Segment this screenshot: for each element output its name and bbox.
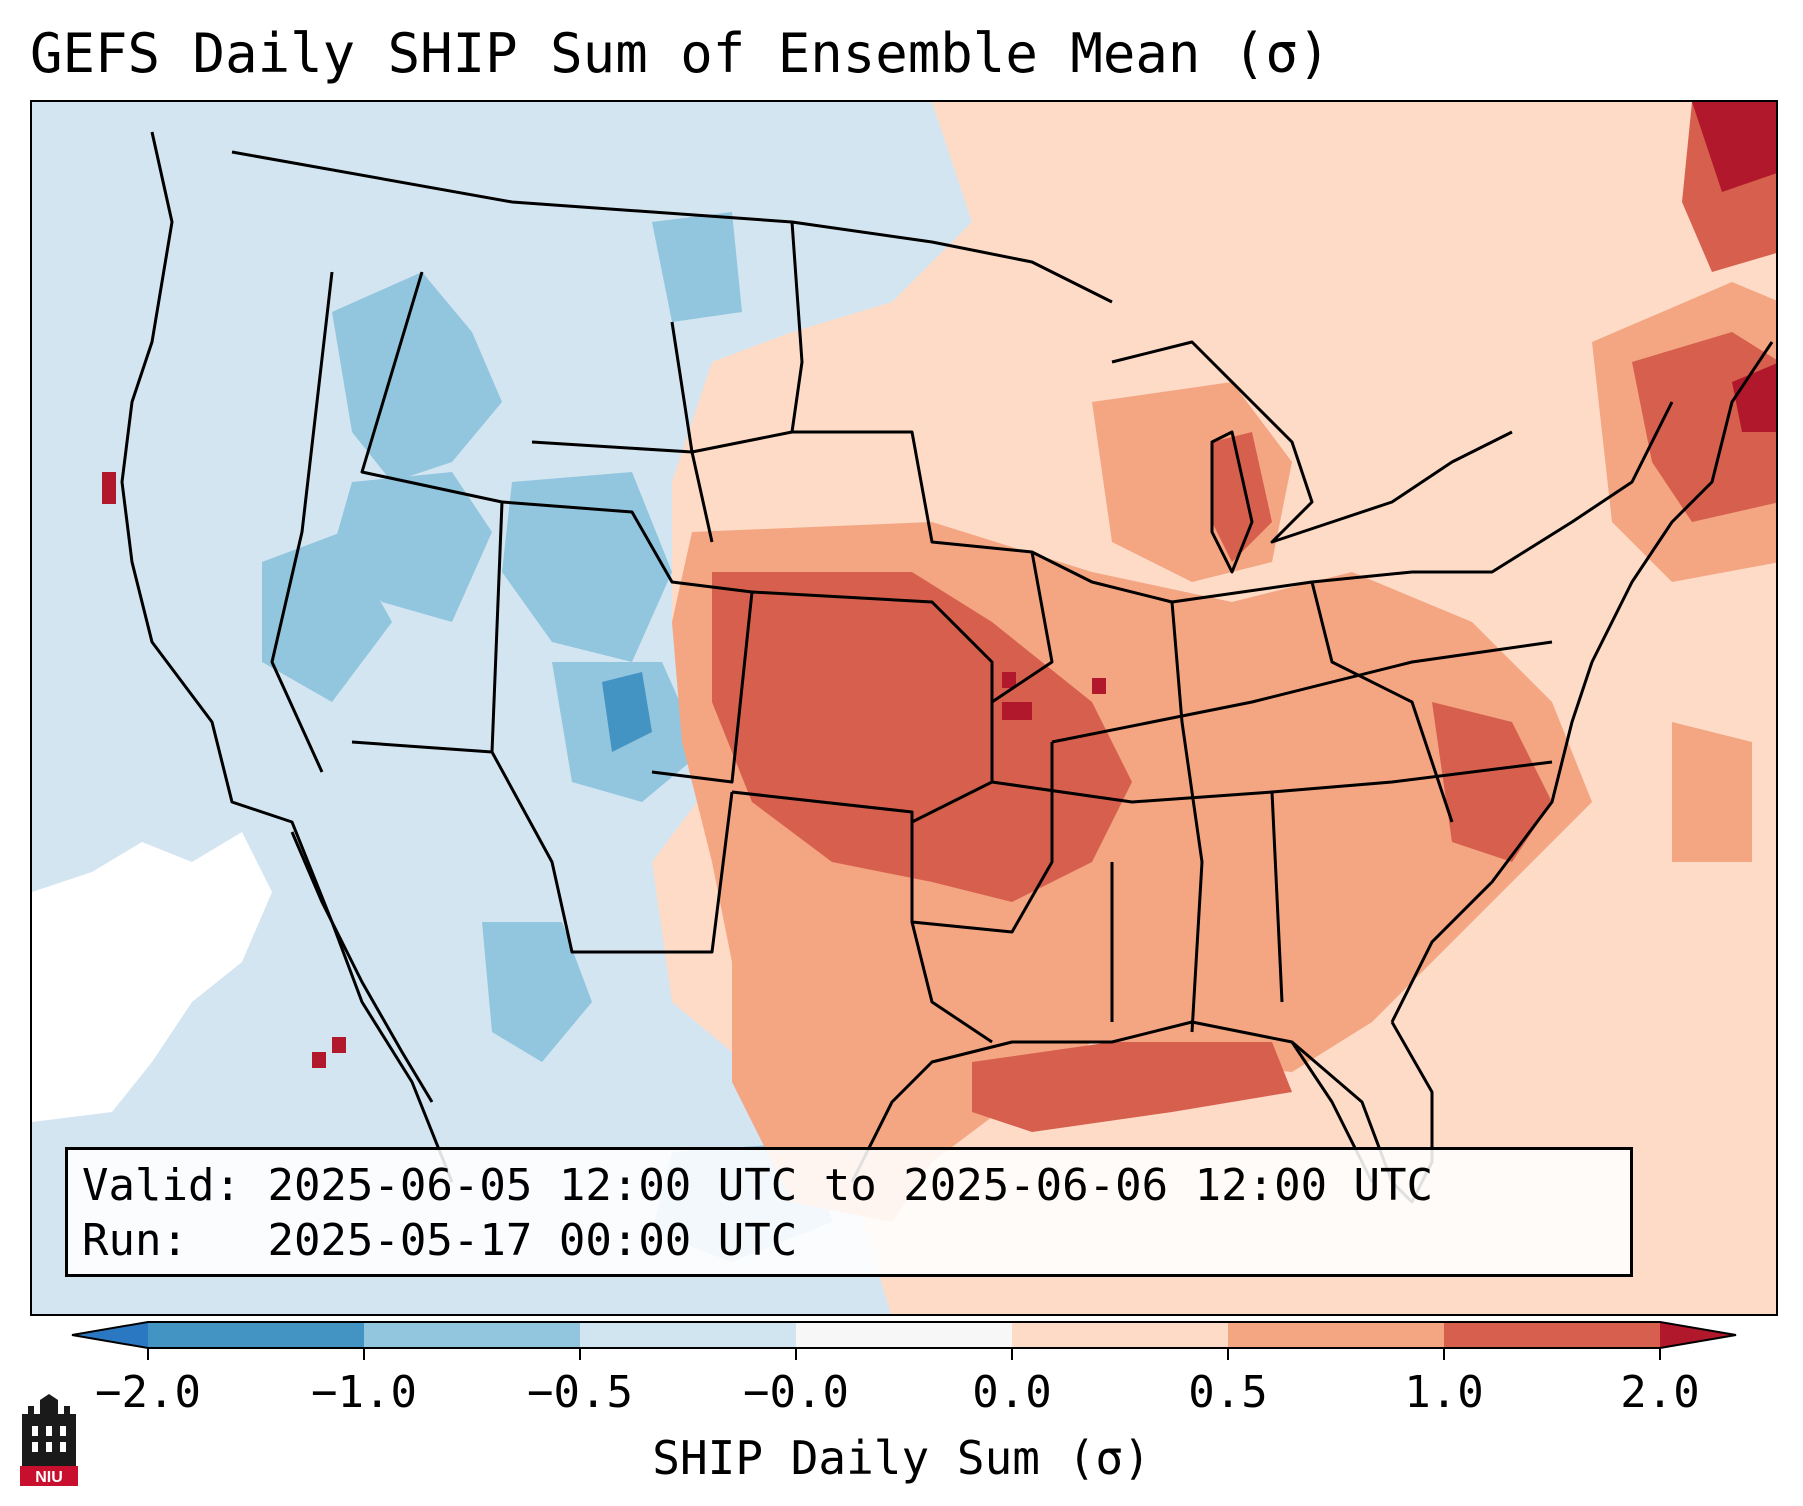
colorbar-bin: [148, 1322, 364, 1348]
state-line-13: [1170, 601, 1204, 1033]
west-coastline: [120, 131, 454, 1183]
university-tower-icon: NIU: [20, 1394, 78, 1486]
state-line-17: [1412, 401, 1674, 574]
state-line-1: [270, 271, 334, 773]
colorbar-tick-label: −2.0: [95, 1367, 201, 1418]
colorbar-bin: [364, 1322, 580, 1348]
colorbar-bin: [796, 1322, 1012, 1348]
strong-positive-region: [712, 102, 1776, 1132]
state-line-7: [751, 590, 994, 824]
colorbar-bin: [1012, 1322, 1228, 1348]
colorbar-extend-high: [1660, 1322, 1736, 1348]
colorbar-tick-label: −0.5: [527, 1367, 633, 1418]
state-line-9: [731, 742, 1054, 934]
colorbar-tick-label: −0.0: [743, 1367, 849, 1418]
state-line-16: [1310, 581, 1454, 823]
run-time: 2025-05-17 00:00 UTC: [267, 1215, 798, 1266]
near-zero-region: [32, 832, 272, 1122]
boundary-lines: [120, 131, 1774, 1204]
valid-run-info-box: Valid: 2025-06-05 12:00 UTC to 2025-06-0…: [65, 1147, 1633, 1277]
state-line-18: [910, 921, 993, 1044]
chart-title: GEFS Daily SHIP Sum of Ensemble Mean (σ): [30, 22, 1331, 85]
colorbar-bin: [1228, 1322, 1444, 1348]
state-line-6: [792, 430, 1054, 704]
canada-border: [231, 150, 1113, 304]
colorbar-tick-label: −1.0: [311, 1367, 417, 1418]
colorbar-tick-label: 2.0: [1620, 1367, 1700, 1418]
baja-coastline: [290, 831, 434, 1103]
colorbar: [71, 1321, 1737, 1360]
colorbar-tick-label: 1.0: [1404, 1367, 1484, 1418]
colorbar-extend-low: [72, 1322, 148, 1348]
colorbar-bin: [1444, 1322, 1660, 1348]
extreme-positive-region: [102, 102, 1776, 1068]
map-canvas: [32, 102, 1776, 1314]
colorbar-ticks: [147, 1348, 1661, 1360]
state-line-8: [490, 751, 734, 954]
east-coastline: [1390, 341, 1774, 1023]
colorbar-tick-label: 0.5: [1188, 1367, 1268, 1418]
state-line-3: [501, 500, 754, 784]
run-label: Run:: [82, 1215, 188, 1266]
great-lakes-outline: [1111, 340, 1513, 544]
state-line-15: [1270, 791, 1284, 1003]
map-panel: [30, 100, 1778, 1316]
colorbar-bin: [580, 1322, 796, 1348]
state-line-11: [1051, 640, 1553, 744]
gulf-coastline: [850, 1020, 1374, 1183]
colorbar-tick-label: 0.0: [972, 1367, 1052, 1418]
lake-michigan: [1210, 430, 1254, 574]
valid-label: Valid:: [82, 1160, 241, 1211]
valid-range: 2025-06-05 12:00 UTC to 2025-06-06 12:00…: [267, 1160, 1434, 1211]
colorbar-label: SHIP Daily Sum (σ): [652, 1431, 1151, 1485]
logo-text: NIU: [35, 1469, 63, 1486]
